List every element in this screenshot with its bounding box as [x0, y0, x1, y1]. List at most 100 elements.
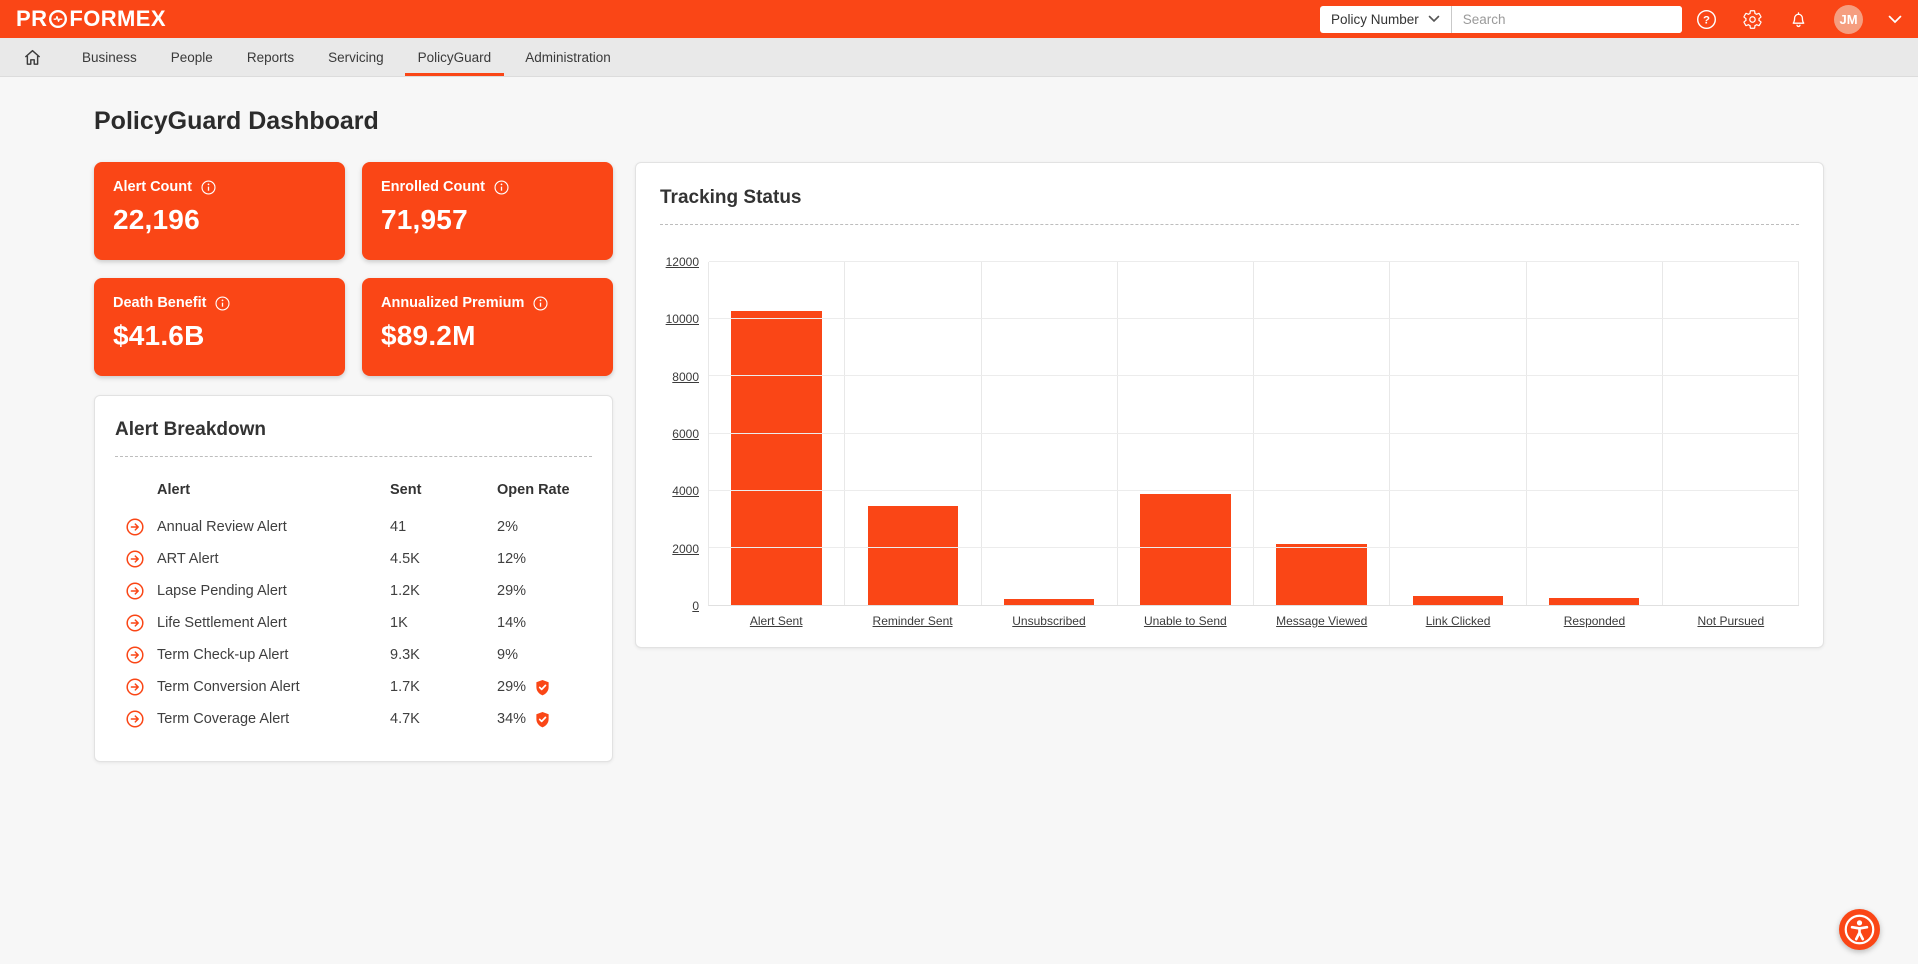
arrow-circle-icon[interactable]	[126, 678, 144, 696]
metric-card-value: $89.2M	[381, 320, 476, 351]
gridline	[709, 432, 1799, 434]
left-column: Alert Count 22,196 Enrolled Count 71,957 Dea…	[94, 162, 613, 762]
metric-card-label: Death Benefit	[113, 295, 326, 311]
y-tick-label: 12000	[665, 255, 699, 269]
tracking-status-title: Tracking Status	[660, 187, 802, 208]
chart-column	[1663, 262, 1799, 605]
chart-y-axis: 0 2000 4000 6000 8000 10000 12000	[660, 256, 708, 612]
nav-item-servicing[interactable]: Servicing	[328, 49, 384, 65]
nav-item-policyguard[interactable]: PolicyGuard	[404, 38, 505, 76]
metric-card-value: $41.6B	[113, 320, 205, 351]
shield-check-icon	[534, 711, 551, 728]
x-axis-label-unable-to-send[interactable]: Unable to Send	[1143, 614, 1227, 628]
search-bar: Policy Number	[1320, 5, 1682, 33]
metric-card-enrolled-count: Enrolled Count 71,957	[362, 162, 613, 260]
cell-open-rate: 29%	[497, 583, 527, 599]
gridline	[709, 261, 1799, 262]
chart-plot-area	[708, 261, 1799, 606]
info-icon[interactable]	[494, 179, 509, 195]
column-header-open-rate: Open Rate	[497, 482, 570, 498]
cell-alert-name: Term Conversion Alert	[157, 679, 300, 695]
chart-column	[845, 262, 982, 605]
nav-item-people[interactable]: People	[170, 49, 213, 65]
cell-sent: 41	[390, 519, 407, 535]
arrow-circle-icon[interactable]	[126, 646, 144, 664]
nav-item-business[interactable]: Business	[82, 49, 137, 65]
search-input[interactable]	[1451, 5, 1682, 33]
metric-card-label: Enrolled Count	[381, 179, 594, 195]
nav-item-administration[interactable]: Administration	[525, 49, 611, 65]
arrow-circle-icon[interactable]	[126, 582, 144, 600]
metric-card-label: Annualized Premium	[381, 295, 594, 311]
logo-o-icon	[48, 9, 68, 29]
alert-breakdown-title: Alert Breakdown	[115, 419, 266, 440]
nav-item-reports[interactable]: Reports	[246, 49, 295, 65]
x-axis-label-unsubscribed[interactable]: Unsubscribed	[1012, 614, 1086, 628]
chevron-down-icon	[1428, 15, 1440, 23]
chart-column	[1254, 262, 1391, 605]
x-axis-label-message-viewed[interactable]: Message Viewed	[1276, 614, 1368, 628]
column-header-alert: Alert	[157, 482, 191, 498]
cell-sent: 9.3K	[390, 647, 420, 663]
shield-check-icon	[534, 679, 551, 696]
chart-column	[982, 262, 1118, 605]
cell-alert-name: ART Alert	[157, 551, 219, 567]
cell-sent: 1K	[390, 615, 408, 631]
y-tick-label: 8000	[672, 369, 699, 384]
x-axis-label-responded[interactable]: Responded	[1563, 614, 1626, 628]
x-axis-label-not-pursued[interactable]: Not Pursued	[1697, 614, 1765, 628]
info-icon[interactable]	[201, 179, 216, 195]
x-axis-label-reminder-sent[interactable]: Reminder Sent	[872, 614, 953, 628]
arrow-circle-icon[interactable]	[126, 518, 144, 536]
bar-reminder-sent[interactable]	[867, 506, 959, 605]
bar-responded[interactable]	[1548, 597, 1640, 605]
y-tick-label: 4000	[672, 484, 699, 499]
bar-unsubscribed[interactable]	[1003, 599, 1095, 605]
chart-column	[1390, 262, 1527, 605]
table-row: ART Alert 4.5K 12%	[115, 543, 592, 575]
arrow-circle-icon[interactable]	[126, 710, 144, 728]
metric-card-death-benefit: Death Benefit $41.6B	[94, 278, 345, 376]
gridline	[709, 318, 1799, 320]
metric-cards: Alert Count 22,196 Enrolled Count 71,957 Dea…	[94, 162, 613, 376]
chart-column	[1118, 262, 1254, 605]
gridline	[709, 375, 1799, 377]
info-icon[interactable]	[533, 295, 548, 311]
cell-alert-name: Term Coverage Alert	[157, 711, 290, 727]
x-axis-label-link-clicked[interactable]: Link Clicked	[1425, 614, 1491, 628]
logo-text-pre: PR	[16, 6, 48, 31]
x-axis-label-alert-sent[interactable]: Alert Sent	[749, 614, 803, 628]
metric-card-value: 22,196	[113, 204, 200, 235]
search-filter-dropdown[interactable]: Policy Number	[1320, 5, 1452, 33]
nav-items: Business People Reports Servicing PolicyGuar…	[65, 38, 628, 76]
gridline	[709, 546, 1799, 548]
alert-breakdown-table: Alert Sent Open Rate Annual Review Alert…	[115, 475, 592, 735]
main-content: PolicyGuard Dashboard Alert Count 22,196 E…	[0, 107, 1918, 762]
logo: PR FORMEX	[16, 8, 166, 30]
y-tick-label: 6000	[672, 427, 699, 441]
cell-alert-name: Term Check-up Alert	[157, 647, 289, 663]
info-icon[interactable]	[215, 295, 231, 311]
cell-open-rate: 14%	[497, 615, 527, 631]
bar-message-viewed[interactable]	[1276, 543, 1367, 605]
metric-card-alert-count: Alert Count 22,196	[94, 162, 345, 260]
header-icons: ? JM	[1696, 4, 1902, 34]
bar-alert-sent[interactable]	[731, 310, 822, 605]
bar-unable-to-send[interactable]	[1140, 493, 1231, 605]
avatar[interactable]: JM	[1834, 4, 1863, 34]
arrow-circle-icon[interactable]	[126, 550, 144, 568]
table-row: Lapse Pending Alert 1.2K 29%	[115, 575, 592, 607]
metric-card-value: 71,957	[381, 204, 468, 235]
gear-icon[interactable]	[1742, 9, 1763, 30]
home-icon[interactable]	[14, 38, 51, 76]
bar-link-clicked[interactable]	[1412, 595, 1504, 605]
bell-icon[interactable]	[1788, 9, 1809, 30]
accessibility-button[interactable]	[1839, 909, 1880, 950]
y-tick-label: 0	[692, 599, 699, 613]
profile-chevron-down-icon[interactable]	[1888, 15, 1902, 24]
arrow-circle-icon[interactable]	[126, 614, 144, 632]
app-header: PR FORMEX Policy Number ?	[0, 0, 1918, 38]
help-icon[interactable]: ?	[1696, 9, 1717, 30]
metric-card-annualized-premium: Annualized Premium $89.2M	[362, 278, 613, 376]
page-title: PolicyGuard Dashboard	[94, 107, 379, 135]
